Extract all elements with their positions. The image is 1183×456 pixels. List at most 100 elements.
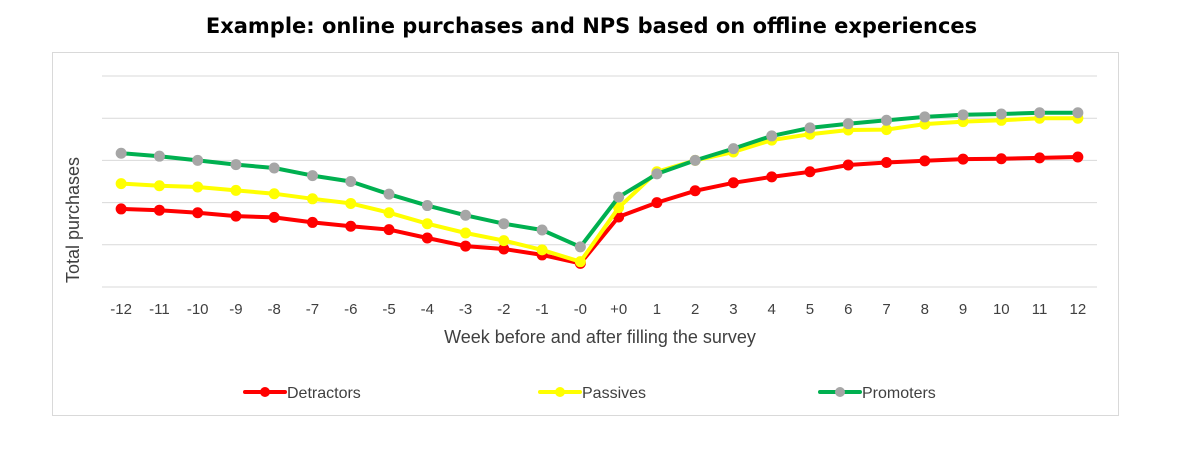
data-point-passives — [268, 188, 280, 200]
data-point-promoters — [766, 130, 778, 142]
x-tick-label: +0 — [610, 301, 627, 318]
data-point-promoters — [498, 218, 510, 230]
x-tick-label: 9 — [959, 301, 967, 318]
data-point-detractors — [383, 224, 395, 236]
x-tick-label: 10 — [993, 301, 1010, 318]
legend-marker-promoters — [835, 387, 845, 397]
x-tick-label: -9 — [229, 301, 242, 318]
x-tick-label: -1 — [535, 301, 548, 318]
x-tick-label: 12 — [1070, 301, 1087, 318]
data-point-passives — [498, 235, 510, 247]
x-tick-label: 1 — [653, 301, 661, 318]
x-tick-label: 3 — [729, 301, 737, 318]
x-tick-label: -12 — [110, 301, 132, 318]
x-tick-label: -3 — [459, 301, 472, 318]
data-point-detractors — [727, 177, 739, 189]
x-tick-label: 8 — [921, 301, 929, 318]
legend-marker-detractors — [260, 387, 270, 397]
x-tick-label: -0 — [574, 301, 587, 318]
data-point-passives — [613, 202, 625, 214]
data-point-detractors — [153, 204, 165, 216]
data-point-detractors — [651, 197, 663, 209]
data-point-promoters — [1072, 107, 1084, 119]
data-point-promoters — [957, 109, 969, 121]
legend-marker-passives — [555, 387, 565, 397]
data-point-promoters — [460, 209, 472, 221]
legend-label-passives: Passives — [582, 385, 646, 402]
data-point-promoters — [306, 170, 318, 182]
data-point-detractors — [268, 211, 280, 223]
data-point-detractors — [995, 153, 1007, 165]
data-point-detractors — [192, 207, 204, 219]
data-point-detractors — [345, 220, 357, 232]
x-tick-label: -11 — [149, 301, 170, 318]
data-point-promoters — [727, 143, 739, 155]
data-point-passives — [460, 227, 472, 239]
x-tick-label: 7 — [882, 301, 890, 318]
data-point-detractors — [842, 159, 854, 171]
data-point-passives — [230, 184, 242, 196]
data-point-promoters — [192, 154, 204, 166]
data-point-detractors — [919, 155, 931, 167]
data-point-passives — [881, 124, 893, 136]
data-point-promoters — [383, 188, 395, 200]
data-point-promoters — [804, 122, 816, 134]
data-point-promoters — [230, 159, 242, 171]
x-tick-label: 5 — [806, 301, 814, 318]
data-point-passives — [192, 181, 204, 193]
data-point-detractors — [421, 232, 433, 244]
x-tick-label: 6 — [844, 301, 852, 318]
data-point-promoters — [919, 111, 931, 123]
data-point-detractors — [230, 210, 242, 222]
data-point-detractors — [115, 203, 127, 215]
x-tick-label: -7 — [306, 301, 319, 318]
data-point-detractors — [306, 216, 318, 228]
x-tick-label: 11 — [1032, 301, 1048, 318]
data-point-promoters — [613, 191, 625, 203]
data-point-passives — [421, 218, 433, 230]
data-point-detractors — [881, 157, 893, 169]
data-point-detractors — [957, 153, 969, 165]
x-tick-label: -10 — [187, 301, 209, 318]
x-tick-label: 2 — [691, 301, 699, 318]
data-point-detractors — [1072, 151, 1084, 163]
x-tick-label: -5 — [382, 301, 395, 318]
data-point-detractors — [1034, 152, 1046, 164]
data-point-promoters — [842, 118, 854, 130]
data-point-passives — [153, 180, 165, 192]
data-point-passives — [574, 256, 586, 268]
data-point-promoters — [1034, 107, 1046, 119]
series-line-detractors — [119, 155, 1080, 266]
data-point-promoters — [115, 147, 127, 159]
series-line-promoters — [119, 110, 1080, 249]
data-point-detractors — [460, 240, 472, 252]
data-point-passives — [383, 207, 395, 219]
y-axis-label: Total purchases — [63, 157, 83, 283]
data-point-promoters — [345, 176, 357, 187]
data-point-promoters — [689, 154, 701, 166]
data-point-passives — [115, 178, 127, 190]
data-point-promoters — [651, 168, 663, 180]
data-point-promoters — [881, 114, 893, 126]
data-point-promoters — [536, 224, 548, 236]
x-tick-label: -4 — [421, 301, 434, 318]
legend-label-promoters: Promoters — [862, 385, 936, 402]
series-line-passives — [119, 116, 1080, 264]
data-point-promoters — [574, 241, 586, 253]
chart-title: Example: online purchases and NPS based … — [205, 14, 978, 38]
x-tick-label: -2 — [497, 301, 510, 318]
data-point-detractors — [689, 185, 701, 197]
x-tick-label: -6 — [344, 301, 357, 318]
chart-frame — [52, 52, 1119, 416]
data-point-passives — [345, 197, 357, 209]
data-point-promoters — [421, 200, 433, 212]
data-point-detractors — [766, 171, 778, 183]
data-point-passives — [536, 244, 548, 256]
data-point-detractors — [804, 166, 816, 178]
data-point-passives — [306, 193, 318, 205]
data-point-promoters — [995, 108, 1007, 120]
legend-label-detractors: Detractors — [287, 385, 361, 402]
x-tick-label: 4 — [768, 301, 776, 318]
data-point-promoters — [268, 162, 280, 174]
